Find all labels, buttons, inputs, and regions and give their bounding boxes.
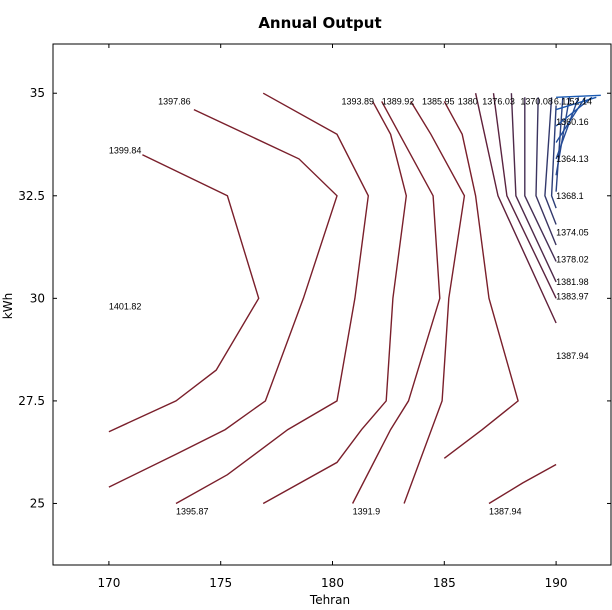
contour-value-label: 1378.02 [556, 254, 589, 264]
contour-value-label: 1376.03 [482, 96, 515, 106]
contour-labels: 1397.86 1399.84 1401.82 1393.89 1389.92 1385.… [109, 96, 592, 516]
x-tick-label: 185 [433, 576, 456, 590]
contour-line-1378-02 [535, 97, 557, 246]
contour-value-label: 1385.95 [422, 96, 455, 106]
x-tick-label: 190 [545, 576, 568, 590]
contour-value-label: 1389.92 [382, 96, 415, 106]
x-tick-label: 180 [321, 576, 344, 590]
contour-value-label: 1401.82 [109, 302, 142, 312]
y-tick-label: 27.5 [18, 394, 45, 408]
x-tick-label: 170 [97, 576, 120, 590]
contour-line-1397-86 [108, 108, 338, 488]
contour-line-1374-05 [550, 105, 557, 209]
contour-line-1385-95 [474, 93, 557, 324]
contour-value-label: 1397.86 [158, 96, 191, 106]
contour-value-label: 1393.89 [341, 96, 374, 106]
contour-line-1393-89 [262, 101, 408, 505]
contour-line-1395-87 [175, 92, 370, 505]
contour-line-1389-92 [403, 101, 466, 504]
contour-line-1380 [524, 97, 557, 262]
contour-value-label: 1399.84 [109, 146, 142, 156]
plot-axes: 170 175 180 185 190 25 27.5 30 32.5 35 [18, 43, 612, 590]
contour-value-label: 1391.9 [353, 507, 381, 517]
contour-line-1381-98 [510, 93, 557, 283]
contour-value-label: 1368.1 [556, 191, 584, 201]
contour-line-1372-07 [555, 97, 564, 192]
contour-value-label: 1387.94 [556, 351, 589, 361]
y-tick-label: 30 [30, 291, 45, 305]
contour-value-label: 1374.05 [556, 228, 589, 238]
contour-value-label: 1383.97 [556, 291, 589, 301]
contour-value-label: 1380 [458, 96, 478, 106]
contour-value-label: 52.14 [570, 96, 593, 106]
y-tick-label: 35 [30, 86, 45, 100]
contour-value-label: 1370.08 [520, 96, 553, 106]
contour-line-1362-14 [555, 96, 597, 111]
contour-line-1383-97 [492, 93, 557, 299]
contour-value-label: 1364.13 [556, 154, 589, 164]
contour-line-1360-16 [556, 94, 601, 98]
contour-value-label: 1395.87 [176, 507, 209, 517]
contour-lines [108, 92, 601, 505]
x-tick-label: 175 [209, 576, 232, 590]
contour-line-1364-13 [555, 96, 593, 127]
y-axis-label: kWh [1, 293, 15, 319]
contour-line-1376-03 [544, 97, 557, 225]
contour-line-1387-94 [443, 101, 519, 459]
contour-value-label: 1360.16 [556, 117, 589, 127]
y-tick-label: 25 [30, 496, 45, 510]
contour-line-1399-84 [108, 154, 260, 433]
contour-value-label: 1387.94 [489, 507, 522, 517]
x-axis-label: Tehran [309, 593, 350, 607]
contour-line-1391-9 [351, 101, 441, 504]
y-tick-label: 32.5 [18, 189, 45, 203]
contour-line-1387-94 [488, 463, 557, 505]
contour-value-label: 1381.98 [556, 277, 589, 287]
contour-line-1366-11 [555, 96, 586, 143]
chart-title: Annual Output [258, 14, 381, 32]
contour-line-1368-1 [555, 97, 580, 160]
contour-value-label: 6.11 [554, 96, 571, 106]
contour-line-1370-08 [555, 97, 571, 176]
